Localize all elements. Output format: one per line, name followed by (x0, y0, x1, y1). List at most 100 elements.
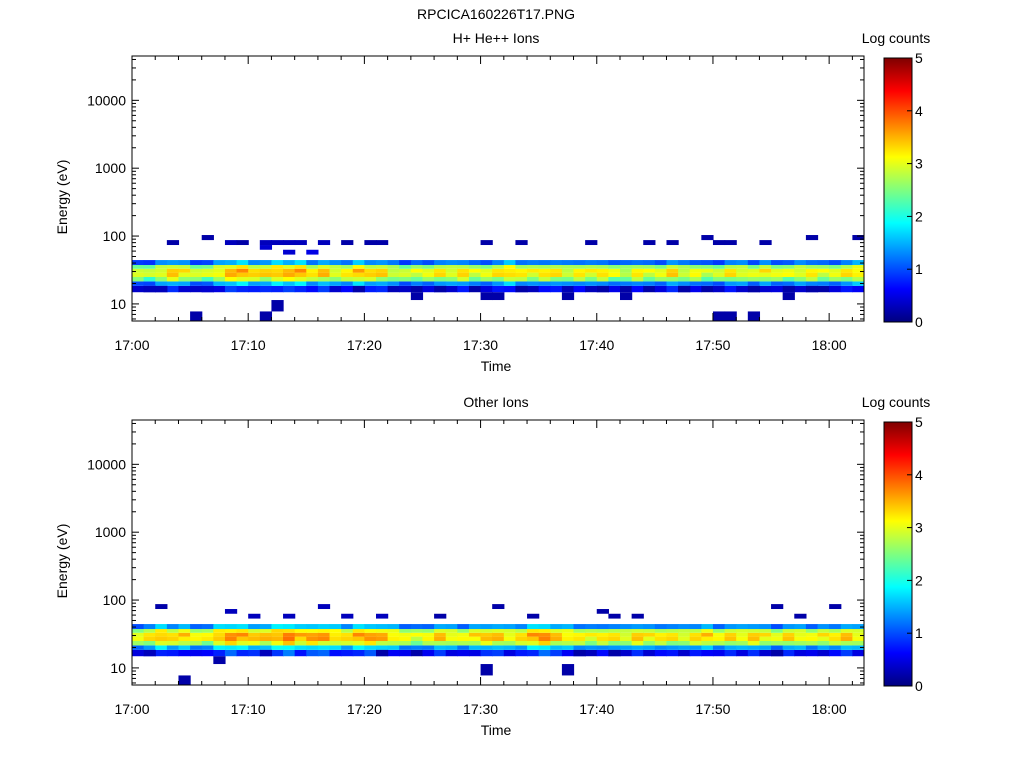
y-axis-label: Energy (eV) (54, 524, 70, 599)
spectrogram-cell (643, 240, 656, 246)
spectrogram-cell (468, 285, 482, 293)
spectrogram-cell (527, 268, 540, 273)
spectrogram-cell (317, 268, 331, 273)
spectrogram-cell (259, 285, 273, 293)
spectrogram-cell (201, 624, 214, 630)
spectrogram-cell (190, 272, 203, 278)
spectrogram-cell (550, 645, 563, 650)
spectrogram-cell (620, 260, 633, 266)
spectrogram-cell (480, 624, 493, 630)
spectrogram-cell (573, 265, 586, 269)
spectrogram-cell (376, 613, 389, 619)
spectrogram-cell (620, 636, 633, 642)
spectrogram-cell (771, 636, 784, 642)
spectrogram-cell (468, 636, 482, 642)
spectrogram-cell (468, 632, 482, 637)
spectrogram-cell (213, 260, 226, 266)
spectrogram-cell (840, 268, 853, 273)
spectrogram-cell (399, 645, 412, 650)
spectrogram-cell (747, 649, 761, 657)
spectrogram-cell (666, 272, 679, 278)
spectrogram-cell (352, 268, 365, 273)
spectrogram-cell (620, 645, 633, 650)
spectrogram-cell (283, 249, 296, 255)
y-tick-label: 100 (103, 228, 127, 244)
spectrogram-cell (329, 281, 342, 286)
spectrogram-cell (747, 624, 761, 630)
spectrogram-cell (515, 260, 528, 266)
spectrogram-cell (840, 281, 853, 286)
spectrogram-cell (213, 632, 226, 637)
spectrogram-cell (538, 645, 551, 650)
spectrogram-cell (352, 624, 365, 630)
spectrogram-cell (143, 265, 156, 269)
spectrogram-cell (538, 277, 551, 282)
spectrogram-cell (561, 277, 575, 282)
spectrogram-cell (201, 629, 214, 633)
spectrogram-cell (201, 235, 214, 241)
spectrogram-cell (155, 260, 168, 266)
spectrogram-cell (434, 268, 447, 273)
spectrogram-cell (840, 260, 853, 266)
spectrogram-cell (817, 645, 830, 650)
spectrogram-cell (515, 645, 528, 650)
x-axis-label: Time (481, 722, 512, 738)
spectrogram-cell (376, 272, 389, 278)
spectrogram-cell (364, 645, 377, 650)
spectrogram-cell (445, 624, 458, 630)
spectrogram-cell (747, 260, 761, 266)
spectrogram-cell (654, 645, 668, 650)
spectrogram-cell (143, 277, 156, 282)
spectrogram-cell (643, 265, 656, 269)
spectrogram-cell (631, 624, 644, 630)
spectrogram-cell (817, 632, 830, 637)
spectrogram-cell (317, 285, 331, 293)
spectrogram-cell (585, 281, 598, 286)
spectrogram-cell (573, 285, 586, 293)
spectrogram-cell (178, 632, 191, 637)
spectrogram-cell (410, 265, 424, 269)
spectrogram-cell (410, 285, 424, 293)
spectrogram-cell (434, 629, 447, 633)
spectrogram-cell (132, 265, 145, 269)
spectrogram-cell (550, 281, 563, 286)
spectrogram-cell (596, 268, 609, 273)
spectrogram-cell (387, 272, 400, 278)
spectrogram-cell (376, 265, 389, 269)
spectrogram-cell (794, 272, 807, 278)
spectrogram-cell (805, 265, 819, 269)
spectrogram-cell (515, 632, 528, 637)
spectrogram-cell (410, 277, 424, 282)
spectrogram-cell (515, 624, 528, 630)
spectrogram-cell (736, 268, 749, 273)
spectrogram-cell (747, 268, 761, 273)
spectrogram-cell (259, 649, 273, 657)
spectrogram-cell (387, 260, 400, 266)
spectrogram-cell (480, 285, 493, 293)
spectrogram-cell (341, 272, 354, 278)
spectrogram-cell (224, 272, 238, 278)
spectrogram-cell (178, 260, 191, 266)
spectrogram-cell (422, 632, 435, 637)
spectrogram-cell (596, 636, 609, 642)
spectrogram-cell (608, 641, 621, 646)
spectrogram-cell (701, 235, 714, 241)
colorbar-tick-label: 2 (915, 572, 923, 588)
spectrogram-cell (550, 272, 563, 278)
spectrogram-cell (271, 268, 284, 273)
spectrogram-cell (585, 260, 598, 266)
spectrogram-cell (666, 645, 679, 650)
spectrogram-cell (271, 641, 284, 646)
spectrogram-cell (712, 277, 726, 282)
spectrogram-cell (259, 645, 273, 650)
spectrogram-cell (178, 675, 191, 685)
spectrogram-cell (480, 260, 493, 266)
spectrogram-cell (678, 277, 691, 282)
spectrogram-cell (283, 281, 296, 286)
spectrogram-cell (294, 260, 307, 266)
spectrogram-cell (480, 277, 493, 282)
spectrogram-cell (399, 636, 412, 642)
spectrogram-cell (550, 265, 563, 269)
spectrogram-cell (678, 641, 691, 646)
panel-title: Other Ions (463, 394, 528, 410)
